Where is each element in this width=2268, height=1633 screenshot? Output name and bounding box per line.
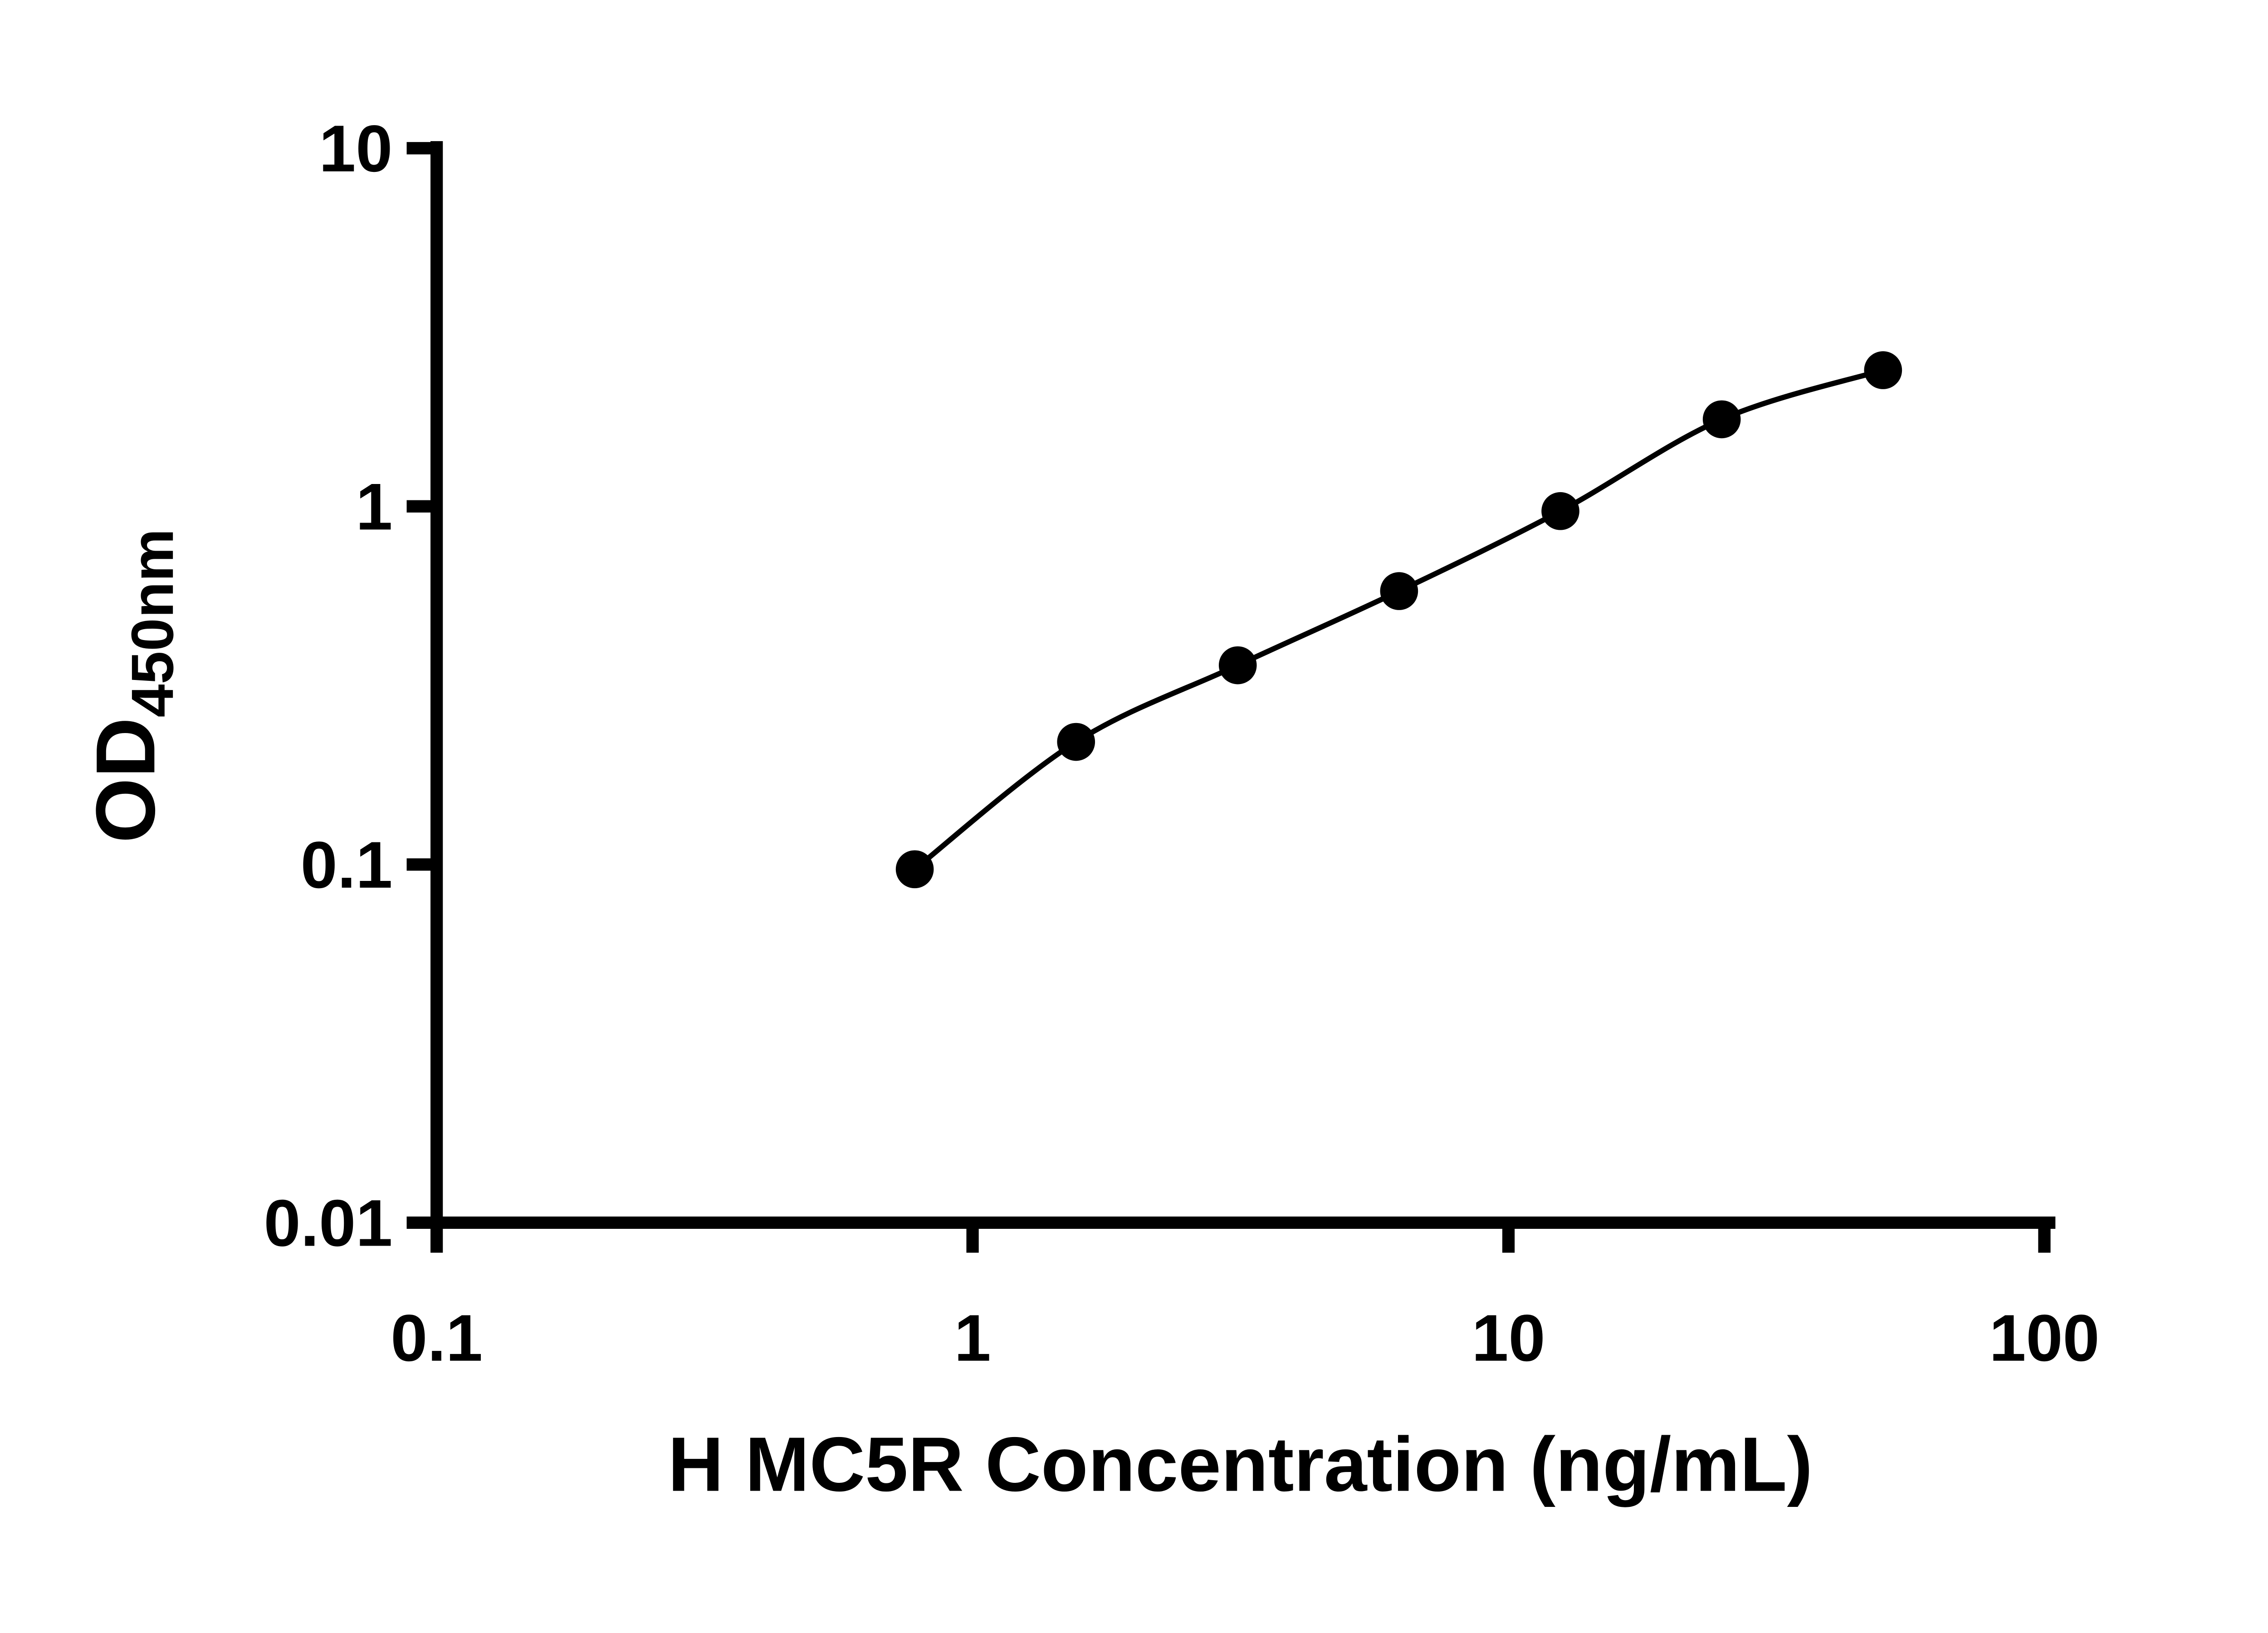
y-tick-label: 10 <box>319 112 392 186</box>
y-tick-label: 0.1 <box>301 828 393 902</box>
data-point-marker <box>1702 400 1741 439</box>
axes: 0.1 1 10 100 0.01 0.1 1 10 <box>264 112 2100 1375</box>
data-point-marker <box>1864 351 1902 389</box>
plot-series <box>895 351 1902 889</box>
chart-canvas: 0.1 1 10 100 0.01 0.1 1 10 H MC5R Concentration… <box>79 111 2100 1508</box>
data-point-marker <box>1218 646 1257 684</box>
data-point-marker <box>1057 723 1095 761</box>
y-axis-title: OD450nm <box>79 529 186 843</box>
x-axis-title: H MC5R Concentration (ng/mL) <box>668 1422 1813 1508</box>
x-tick-label: 1 <box>954 1301 991 1375</box>
data-point-marker <box>1380 572 1418 610</box>
x-tick-label: 10 <box>1471 1301 1545 1375</box>
data-point-marker <box>895 850 934 889</box>
y-axis-title-subscript: 450nm <box>119 529 186 718</box>
y-axis-title-main: OD <box>79 717 172 843</box>
data-point-marker <box>1541 492 1579 530</box>
x-tick-label: 100 <box>1989 1301 2099 1375</box>
y-tick-label: 0.01 <box>264 1186 393 1260</box>
x-tick-label: 0.1 <box>391 1301 483 1375</box>
chart-figure: 0.1 1 10 100 0.01 0.1 1 10 H MC5R Concentration… <box>79 111 2100 1508</box>
fit-curve <box>913 367 1884 871</box>
y-tick-label: 1 <box>356 469 392 543</box>
